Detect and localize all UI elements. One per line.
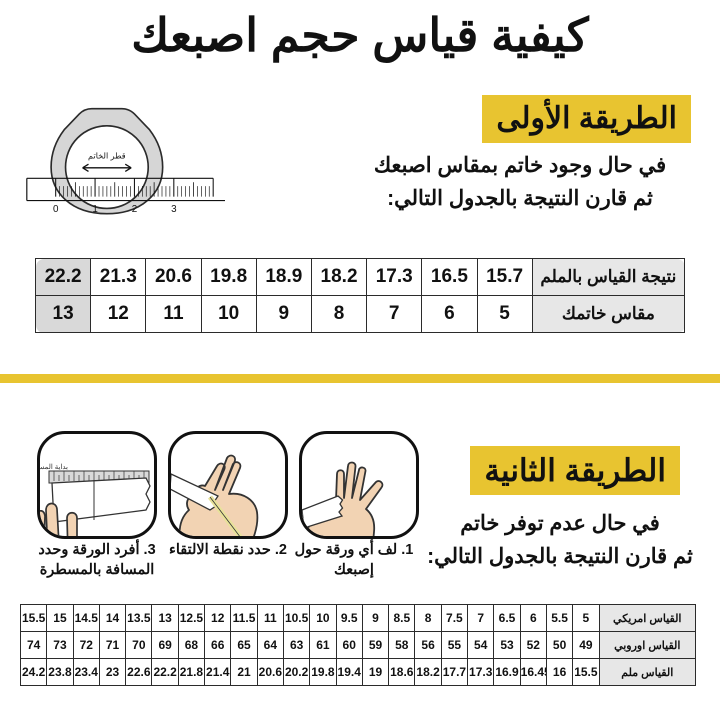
- svg-text:1: 1: [92, 204, 97, 215]
- svg-text:2: 2: [132, 204, 137, 215]
- svg-text:بداية المسطرة هنا: بداية المسطرة هنا: [37, 463, 68, 471]
- svg-text:3: 3: [171, 204, 177, 215]
- svg-text:0: 0: [53, 204, 59, 215]
- svg-text:قطر الخاتم: قطر الخاتم: [88, 152, 126, 161]
